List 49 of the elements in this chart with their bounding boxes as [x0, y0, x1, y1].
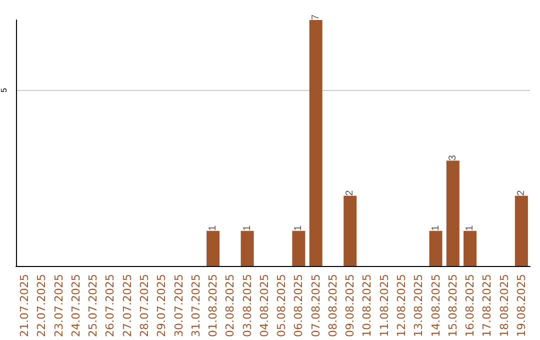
x-tick-label: 13.08.2025	[412, 274, 426, 338]
x-tick-label: 16.08.2025	[464, 274, 477, 338]
x-tick-label: 14.08.2025	[429, 274, 442, 338]
data-label: 1	[208, 224, 219, 231]
x-tick-label: 31.07.2025	[189, 274, 202, 338]
x-tick-label: 29.07.2025	[155, 274, 168, 338]
x-tick-label: 02.08.2025	[224, 274, 237, 338]
x-tick-label: 22.07.2025	[35, 274, 48, 338]
x-tick-label: 18.08.2025	[498, 274, 511, 338]
x-tick-label: 01.08.2025	[206, 274, 220, 338]
x-tick-label: 21.07.2025	[18, 274, 32, 338]
bar	[464, 230, 477, 266]
x-tick-label: 17.08.2025	[480, 274, 494, 338]
x-tick-label: 19.08.2025	[514, 274, 528, 338]
data-label: 2	[516, 190, 527, 196]
data-label: 1	[430, 224, 442, 231]
x-tick-label: 25.07.2025	[86, 274, 100, 338]
x-tick-label: 24.07.2025	[69, 274, 82, 338]
x-tick-label: 30.07.2025	[172, 274, 186, 338]
data-label: 1	[464, 224, 476, 231]
x-tick-label: 27.07.2025	[120, 274, 134, 338]
x-tick-label: 28.07.2025	[138, 274, 151, 338]
data-label: 2	[344, 190, 356, 196]
x-tick-label: 12.08.2025	[395, 274, 408, 338]
x-tick-label: 05.08.2025	[275, 274, 288, 338]
x-tick-label: 08.08.2025	[326, 274, 340, 338]
x-tick-label: 26.07.2025	[104, 274, 117, 338]
x-tick-label: 07.08.2025	[309, 274, 322, 338]
x-tick-label: 10.08.2025	[360, 274, 374, 338]
bar	[514, 196, 528, 266]
x-tick-label: 04.08.2025	[258, 274, 271, 338]
x-tick-label: 23.07.2025	[52, 274, 66, 338]
x-tick-label: 15.08.2025	[446, 274, 460, 338]
data-label: 1	[242, 224, 253, 231]
bar	[240, 230, 254, 266]
data-label: 7	[310, 14, 322, 20]
bar	[429, 230, 442, 266]
bar	[292, 230, 306, 266]
data-label: 3	[447, 154, 458, 161]
x-tick-label: 11.08.2025	[378, 274, 391, 338]
bar	[206, 230, 220, 266]
y-tick-label: 5	[0, 88, 8, 93]
bar	[344, 196, 357, 266]
data-label: 1	[293, 224, 304, 231]
bar	[309, 20, 322, 266]
x-tick-label: 09.08.2025	[344, 274, 357, 338]
x-tick-label: 06.08.2025	[292, 274, 306, 338]
x-tick-label: 03.08.2025	[240, 274, 254, 338]
bar	[446, 160, 460, 266]
